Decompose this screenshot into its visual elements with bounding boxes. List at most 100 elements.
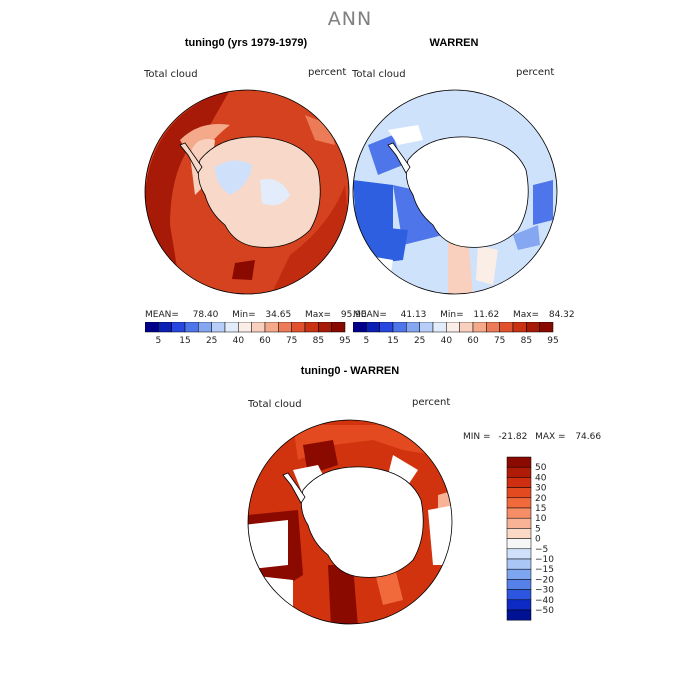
colorbar-bottom-swatch	[506, 517, 532, 529]
map-bottom-missing-1	[248, 520, 288, 570]
colorbar-bottom-tick-label: −50	[535, 606, 554, 616]
colorbar-right-tick-label: 5	[363, 336, 369, 346]
min-value-right: 11.62	[473, 310, 500, 320]
units-label-right: percent	[516, 67, 555, 78]
colorbar-bottom-tick-label: 10	[535, 514, 547, 524]
colorbar-left-tick-label: 25	[206, 336, 217, 346]
variable-label-left: Total cloud	[144, 69, 198, 80]
colorbar-bottom-tick-label: 15	[535, 504, 546, 514]
colorbar-left-swatch	[158, 322, 172, 333]
colorbar-bottom-swatch	[506, 507, 532, 519]
panel-title-right: WARREN	[429, 37, 479, 49]
map-left-continent-pale	[260, 179, 290, 206]
colorbar-bottom-tick-label: 30	[535, 484, 547, 494]
colorbar-bottom-swatch	[506, 609, 532, 621]
map-left-light-patch	[305, 115, 335, 145]
colorbar-bottom-swatch	[506, 456, 532, 468]
variable-label-bottom: Total cloud	[248, 399, 302, 410]
max-label-right: Max=	[512, 310, 540, 320]
colorbar-bottom-swatch	[506, 528, 532, 539]
colorbar-left-swatch	[331, 322, 346, 333]
map-left-darkest-patch	[232, 260, 255, 280]
min-value-left: 34.65	[265, 310, 292, 320]
colorbar-bottom-swatch	[506, 477, 532, 488]
colorbar-left-tick-label: 60	[259, 336, 271, 346]
max-label-left: Max=	[304, 310, 332, 320]
polar-map-left	[144, 89, 350, 295]
colorbar-right-swatch	[459, 322, 474, 333]
colorbar-left-tick-label: 85	[313, 336, 324, 346]
colorbar-left-tick-label: 40	[233, 336, 245, 346]
min-label-right: Min=	[440, 310, 464, 320]
colorbar-left-swatch	[251, 322, 266, 333]
colorbar-bottom-tick-label: 0	[535, 535, 541, 545]
colorbar-bottom-swatch	[506, 579, 532, 590]
map-left-continent-blue	[215, 160, 252, 195]
colorbar-right-swatch	[432, 322, 447, 333]
colorbar-left-tick-label: 95	[339, 336, 350, 346]
min-label-left: Min=	[232, 310, 256, 320]
colorbar-bottom-tick-label: −15	[535, 565, 554, 575]
colorbar-bottom-tick-label: −20	[535, 575, 554, 585]
colorbar-bottom-tick-label: −5	[535, 545, 548, 555]
stats-bottom: MIN = -21.82 MAX = 74.66	[463, 432, 601, 442]
colorbar-bottom-swatch	[506, 466, 532, 478]
mean-value-right: 41.13	[400, 310, 427, 320]
colorbar-right-swatch	[353, 322, 367, 333]
colorbar-right-tick-label: 60	[467, 336, 479, 346]
colorbar-right-swatch	[472, 322, 487, 333]
colorbar-bottom-tick-label: 5	[535, 524, 541, 534]
colorbar-right-swatch	[486, 322, 500, 333]
stats-right: MEAN= 41.13 Min= 11.62 Max= 84.32	[353, 310, 575, 320]
colorbar-left-swatch	[171, 322, 186, 333]
colorbar-right-tick-label: 40	[441, 336, 453, 346]
map-bottom-orange-band	[293, 425, 433, 460]
colorbar-right-tick-label: 75	[494, 336, 505, 346]
map-left-dark-region	[145, 90, 230, 285]
colorbar-bottom-tick-label: −10	[535, 555, 554, 565]
panel-title-bottom: tuning0 - WARREN	[300, 365, 400, 377]
map-bottom-dark-sector-2	[328, 565, 358, 624]
colorbar-left-swatch	[264, 322, 279, 333]
colorbar-bottom-swatch	[506, 599, 532, 611]
map-right-blue-sector-5	[533, 180, 553, 225]
map-right-peninsula	[387, 142, 411, 174]
colorbar-right-tick-label: 25	[414, 336, 425, 346]
colorbar-right-swatch	[526, 322, 540, 333]
panel-title-left: tuning0 (yrs 1979-1979)	[184, 37, 308, 49]
map-right-pale-sector	[476, 245, 498, 285]
colorbar-right-swatch	[379, 322, 394, 333]
stats-left: MEAN= 78.40 Min= 34.65 Max= 95.90	[145, 310, 367, 320]
colorbar-right-swatch	[419, 322, 434, 333]
map-left-dark-region-2	[270, 185, 349, 294]
colorbar-right-swatch	[512, 322, 527, 333]
colorbar-left-swatch	[278, 322, 292, 333]
colorbar-bottom-swatch	[506, 589, 532, 601]
main-title: ANN	[327, 8, 373, 30]
map-right-continent	[405, 136, 529, 248]
colorbar-right-swatch	[446, 322, 460, 333]
colorbar-bottom-swatch	[506, 538, 532, 550]
colorbar-right-tick-label: 95	[547, 336, 558, 346]
colorbar-bottom-swatch	[506, 568, 532, 580]
colorbar-right-tick-label: 15	[387, 336, 398, 346]
colorbar-right-swatch	[392, 322, 407, 333]
map-right-missing-sector-2	[388, 125, 423, 145]
min-label-bottom: MIN =	[463, 432, 491, 442]
colorbar-left-swatch	[145, 322, 159, 333]
colorbar-bottom-tick-label: 50	[535, 463, 547, 473]
mean-label-right: MEAN=	[353, 310, 387, 320]
polar-map-bottom	[247, 419, 453, 625]
colorbar-left-swatch	[224, 322, 239, 333]
polar-map-right	[352, 89, 558, 295]
colorbar-right-swatch	[366, 322, 380, 333]
colorbar-right-swatch	[499, 322, 514, 333]
colorbar-left-tick-label: 15	[179, 336, 190, 346]
max-value-right: 84.32	[548, 310, 575, 320]
min-value-bottom: -21.82	[498, 432, 528, 442]
units-label-left: percent	[308, 67, 347, 78]
colorbar-left-swatch	[304, 322, 319, 333]
colorbar-right-swatch	[539, 322, 554, 333]
map-bottom-continent	[300, 466, 424, 578]
map-right-blue-sector-6	[513, 225, 540, 250]
